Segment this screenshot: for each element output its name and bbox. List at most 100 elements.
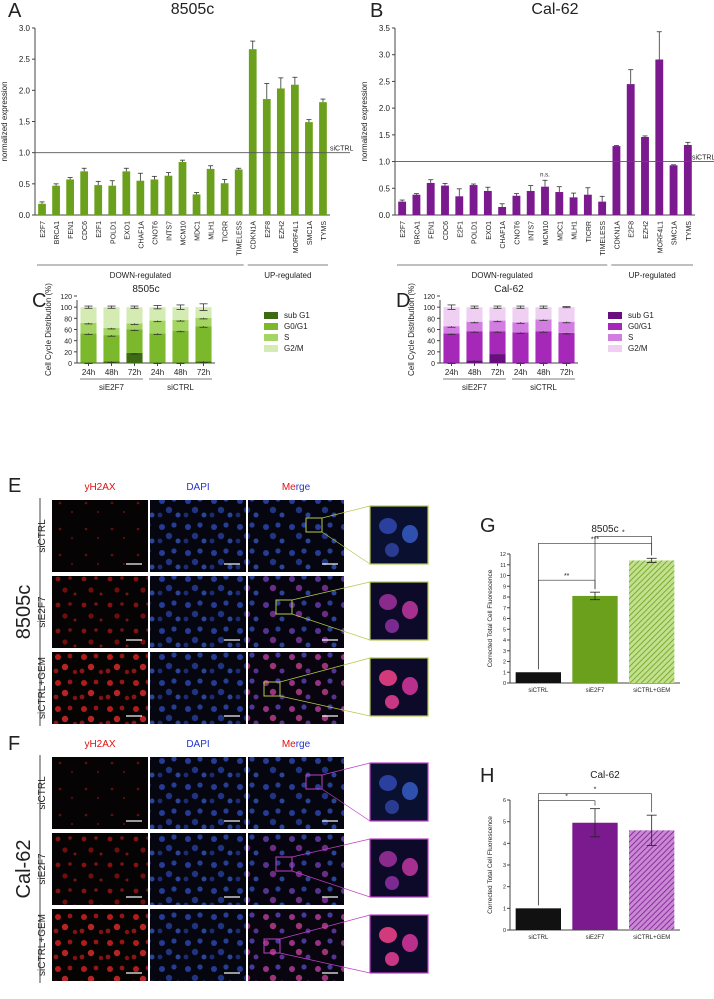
- y-tick-label-a: 2.0: [19, 86, 31, 95]
- x-tick-label-b: E2F1: [457, 221, 464, 238]
- bar-a-TIMELESS: [234, 169, 243, 215]
- row-label-e: siE2F7: [37, 596, 48, 628]
- bar-b-BRCA1: [412, 194, 421, 215]
- y-tick-label-c: 40: [64, 339, 72, 346]
- bar-a-MLH1: [206, 168, 215, 215]
- y-axis-label-g: Corrected Total Cell Fluorescence: [487, 569, 494, 667]
- y-tick-label-a: 0.0: [19, 211, 31, 220]
- y-tick-label-d: 60: [427, 328, 435, 335]
- y-tick-label-g: 7: [503, 606, 506, 612]
- y-tick-label-a: 1.5: [19, 118, 31, 127]
- stacked-segment-d-g2m: [466, 307, 483, 322]
- micrograph-f-merge: [248, 833, 344, 905]
- x-tick-label-h: siCTRL+GEM: [633, 935, 670, 941]
- x-tick-label-c: 24h: [82, 368, 95, 377]
- micrograph-f-dapi: [150, 757, 246, 829]
- y-tick-label-g: 12: [500, 552, 506, 558]
- stacked-segment-d-g2m: [535, 307, 552, 320]
- panel-letter-b: B: [370, 0, 384, 22]
- micrograph-e-dapi: [150, 576, 246, 648]
- y-axis-label-a: normalized expression: [0, 81, 9, 161]
- y-tick-label-c: 20: [64, 350, 72, 357]
- x-tick-label-b: MDC1: [557, 221, 564, 241]
- bar-a-FEN1: [66, 179, 74, 215]
- y-tick-label-b: 2.5: [379, 77, 391, 86]
- legend-swatch-d: [608, 345, 622, 352]
- reference-label-b: siCTRL: [692, 155, 714, 162]
- zoom-box-e: [263, 681, 281, 697]
- micrograph-e-yh2ax: [52, 652, 148, 724]
- x-tick-label-b: TICRR: [586, 221, 593, 242]
- row-label-e: siCTRL: [37, 519, 48, 553]
- x-tick-label-b: CHAF1A: [500, 221, 507, 249]
- bar-a-E2F1: [94, 185, 103, 215]
- y-tick-label-h: 6: [503, 798, 506, 804]
- nucleus: [402, 858, 418, 876]
- bar-g-sictrl: [515, 672, 561, 683]
- bar-a-BRCA1: [52, 185, 60, 215]
- nucleus: [379, 518, 397, 534]
- stacked-segment-d-s: [489, 320, 506, 332]
- x-tick-label-b: CNOT6: [514, 221, 521, 245]
- zoom-inset-f: [369, 838, 429, 898]
- x-tick-label-b: CDC6: [443, 221, 450, 240]
- bar-a-MDC1: [192, 194, 201, 215]
- stacked-segment-c-g2m: [126, 307, 143, 324]
- nucleus: [385, 543, 399, 557]
- column-header-yh2ax-f: yH2AX: [84, 739, 115, 750]
- zoom-box-e: [275, 599, 293, 615]
- y-tick-label-g: 0: [503, 681, 506, 687]
- x-tick-label-c: 48h: [174, 368, 187, 377]
- x-tick-label-b: MORF4L1: [657, 221, 664, 253]
- zoom-inset-e: [369, 581, 429, 641]
- chart-title-g: 8505c: [591, 524, 618, 535]
- y-tick-label-b: 3.0: [379, 51, 391, 60]
- significance-label-h: *: [594, 787, 597, 794]
- bar-a-MORF4L1: [291, 84, 299, 216]
- x-tick-label-c: 72h: [197, 368, 210, 377]
- group-label-b: UP-regulated: [629, 271, 676, 280]
- bar-b-CDKN1A: [612, 146, 621, 215]
- zoom-connector: [291, 838, 371, 858]
- bar-a-SMC1A: [305, 122, 313, 215]
- x-tick-label-a: SMC1A: [307, 221, 314, 245]
- y-tick-label-g: 9: [503, 584, 506, 590]
- bar-b-MDC1: [555, 192, 564, 215]
- panel-letter-c: C: [32, 290, 47, 312]
- bar-b-E2F1: [455, 196, 464, 215]
- y-tick-label-g: 3: [503, 649, 506, 655]
- nucleus: [385, 876, 399, 890]
- column-header-dapi-e: DAPI: [186, 482, 209, 493]
- zoom-connector: [291, 613, 371, 641]
- bar-a-TYMS: [319, 102, 327, 215]
- stacked-segment-c-s: [126, 323, 143, 330]
- significance-label-h: *: [565, 794, 568, 801]
- legend-label-c: G2/M: [284, 344, 304, 353]
- chart-title-b: Cal-62: [531, 1, 578, 18]
- stacked-segment-c-subg1: [126, 352, 143, 363]
- x-tick-label-d: 24h: [445, 368, 458, 377]
- stacked-segment-c-g2m: [172, 307, 189, 321]
- x-tick-label-a: E2F1: [96, 221, 103, 238]
- legend-swatch-c: [264, 312, 278, 319]
- legend-label-d: G0/G1: [628, 322, 652, 331]
- bar-b-FEN1: [426, 182, 435, 215]
- x-tick-label-b: E2F8: [629, 221, 636, 238]
- y-tick-label-c: 100: [60, 305, 72, 312]
- y-tick-label-b: 2.0: [379, 104, 391, 113]
- micrograph-e-merge: [248, 652, 344, 724]
- y-tick-label-b: 0.5: [379, 184, 391, 193]
- group-label-c: siCTRL: [167, 383, 194, 392]
- nucleus: [402, 601, 418, 619]
- bar-b-E2F7: [398, 201, 407, 215]
- y-axis-label-c: Cell Cycle Distribution (%): [44, 283, 53, 376]
- legend-label-d: sub G1: [628, 311, 654, 320]
- zoom-box-f: [275, 856, 293, 872]
- stacked-segment-c-g0g1: [103, 335, 120, 362]
- y-tick-label-b: 1.0: [379, 158, 391, 167]
- y-tick-label-g: 6: [503, 617, 506, 623]
- y-tick-label-h: 4: [503, 841, 506, 847]
- bar-b-INTS7: [526, 190, 535, 215]
- stacked-segment-c-g0g1: [80, 333, 97, 363]
- y-tick-label-a: 1.0: [19, 149, 31, 158]
